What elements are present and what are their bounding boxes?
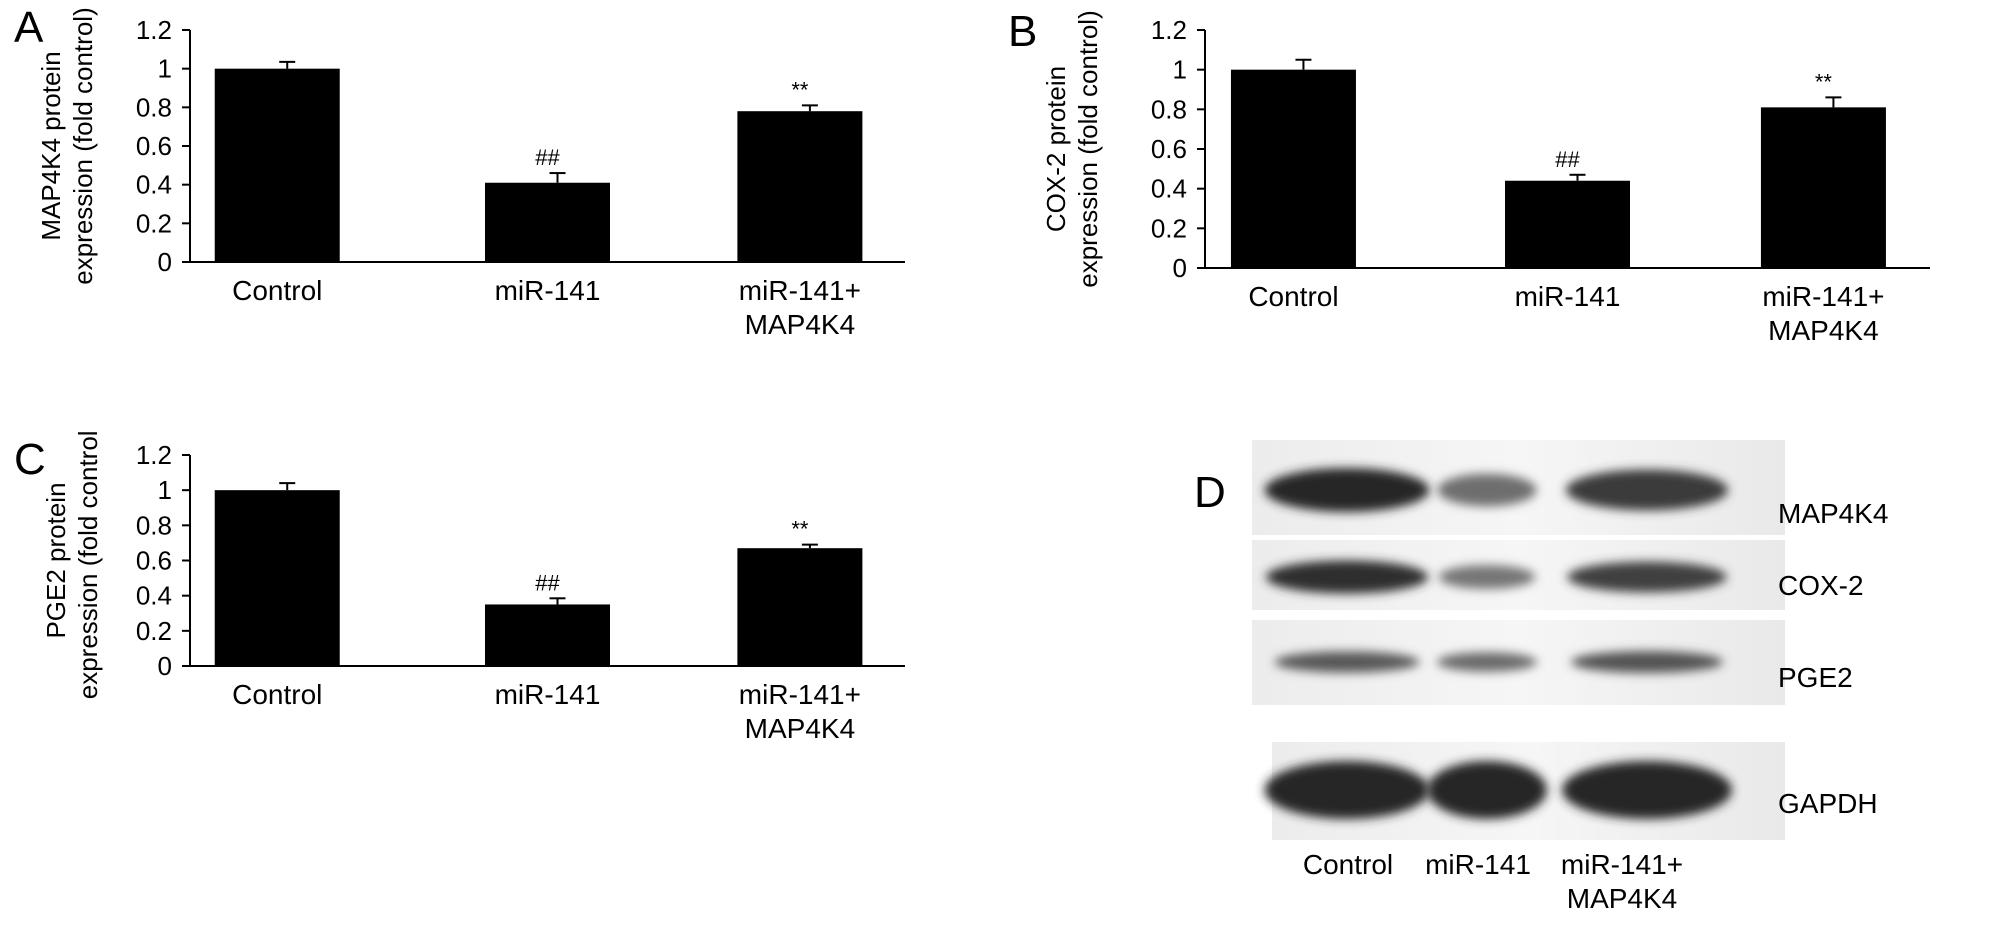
bar-chart-a: A 0 0.2 0.4 0.6 0.8 1 1.2 MAP4K4 protein expressi… [14, 3, 905, 340]
blot-band-cox2-lane-1 [1265, 560, 1429, 594]
bar-2 [485, 182, 610, 262]
significance-marker: ** [1815, 69, 1833, 94]
significance-marker: ** [791, 517, 809, 542]
y-tick-label: 0.8 [1151, 94, 1187, 124]
y-tick-label: 0 [158, 247, 172, 277]
y-axis-label-line1: COX-2 protein [1041, 66, 1071, 232]
x-category-label: MAP4K4 [745, 309, 856, 340]
y-tick-label: 0.4 [1151, 174, 1187, 204]
panel-letter-a: A [14, 3, 44, 52]
x-category-label: miR-141 [495, 679, 601, 710]
chart-panel-b: B 0 0.2 0.4 0.6 0.8 1 1.2 COX-2 protein expressio… [1000, 0, 2008, 440]
y-axis-label-line2: expression (fold control) [73, 430, 103, 699]
x-category-label: Control [232, 679, 322, 710]
y-tick-label: 0.4 [136, 170, 172, 200]
blot-band-cox2-lane-2 [1438, 564, 1536, 590]
blot-band-map4k4-lane-3 [1565, 469, 1729, 511]
y-tick-label: 0.6 [136, 546, 172, 576]
blot-band-pge2-lane-2 [1436, 652, 1538, 672]
x-category-label: MAP4K4 [745, 713, 856, 744]
y-tick-label: 0.8 [136, 92, 172, 122]
blot-label-cox2: COX-2 [1778, 570, 1864, 601]
blot-label-gapdh: GAPDH [1778, 788, 1878, 819]
y-axis-label-line2: expression (fold control) [1073, 10, 1103, 287]
y-tick-label: 0.8 [136, 510, 172, 540]
blot-band-map4k4-lane-2 [1437, 473, 1537, 507]
bar-chart-b: B 0 0.2 0.4 0.6 0.8 1 1.2 COX-2 protein expressio… [1008, 7, 1930, 346]
y-tick-label: 0 [1173, 253, 1187, 283]
blot-band-map4k4-lane-1 [1264, 468, 1430, 512]
panel-letter-c: C [14, 435, 46, 484]
y-tick-label: 1.2 [136, 440, 172, 470]
x-category-label: MAP4K4 [1768, 315, 1879, 346]
significance-marker: ## [535, 145, 560, 170]
x-category-label: miR-141 [495, 275, 601, 306]
bar-1 [1230, 69, 1356, 269]
blot-band-gapdh-lane-2 [1427, 761, 1547, 819]
bar-2 [485, 604, 610, 666]
blot-lane-mir141: miR-141 [1425, 849, 1531, 880]
bar-3 [1760, 107, 1886, 268]
y-tick-label: 1 [158, 54, 172, 84]
panel-letter-d: D [1194, 468, 1226, 517]
y-tick-label: 1.2 [136, 15, 172, 45]
blot-band-pge2-lane-3 [1570, 651, 1724, 673]
x-category-label: miR-141+ [1762, 281, 1884, 312]
bar-3 [737, 111, 863, 262]
significance-marker: ## [1555, 147, 1580, 172]
x-category-label: miR-141+ [739, 679, 861, 710]
blot-lane-control: Control [1302, 849, 1394, 880]
y-tick-label: 0.6 [136, 131, 172, 161]
x-category-label: Control [232, 275, 322, 306]
blot-band-gapdh-lane-1 [1264, 761, 1430, 819]
bar-1 [214, 68, 340, 263]
y-tick-label: 0.2 [1151, 213, 1187, 243]
bar-chart-c: C 0 0.2 0.4 0.6 0.8 1 1.2 PGE2 protein expression… [14, 430, 905, 744]
blot-band-pge2-lane-1 [1274, 651, 1420, 673]
y-axis-label-line1: MAP4K4 protein [36, 51, 66, 240]
y-axis-label-line1: PGE2 protein [41, 482, 71, 638]
y-tick-label: 0 [158, 651, 172, 681]
y-tick-label: 0.6 [1151, 134, 1187, 164]
blot-band-gapdh-lane-3 [1562, 761, 1732, 819]
panel-letter-b: B [1008, 7, 1037, 56]
blot-label-map4k4: MAP4K4 [1778, 498, 1889, 529]
significance-marker: ** [791, 77, 809, 102]
blot-label-pge2: PGE2 [1778, 662, 1853, 693]
chart-panel-a: A 0 0.2 0.4 0.6 0.8 1 1.2 MAP4K4 protein expressi… [0, 0, 1000, 440]
bar-1 [214, 490, 340, 666]
y-tick-label: 1 [158, 475, 172, 505]
y-tick-label: 0.2 [136, 208, 172, 238]
y-tick-label: 0.4 [136, 581, 172, 611]
y-tick-label: 0.2 [136, 616, 172, 646]
bar-2 [1505, 180, 1630, 268]
blot-lane-mir141-map4k4-line2: MAP4K4 [1566, 883, 1678, 914]
chart-panel-c: C 0 0.2 0.4 0.6 0.8 1 1.2 PGE2 protein expression… [0, 430, 1000, 947]
x-category-label: miR-141+ [739, 275, 861, 306]
y-tick-label: 1 [1173, 55, 1187, 85]
x-category-label: miR-141 [1515, 281, 1621, 312]
y-tick-label: 1.2 [1151, 15, 1187, 45]
blot-image [1252, 440, 1785, 840]
blot-band-cox2-lane-3 [1567, 561, 1727, 593]
blot-lane-mir141-map4k4-line1: miR-141+ [1560, 849, 1684, 880]
bar-3 [737, 548, 863, 666]
western-blot-panel: D MAP4K4 COX-2 PGE2 GAPDH Control miR-14… [1180, 430, 2008, 947]
x-category-label: Control [1248, 281, 1338, 312]
y-axis-label-line2: expression (fold control) [68, 7, 98, 284]
significance-marker: ## [535, 570, 560, 595]
